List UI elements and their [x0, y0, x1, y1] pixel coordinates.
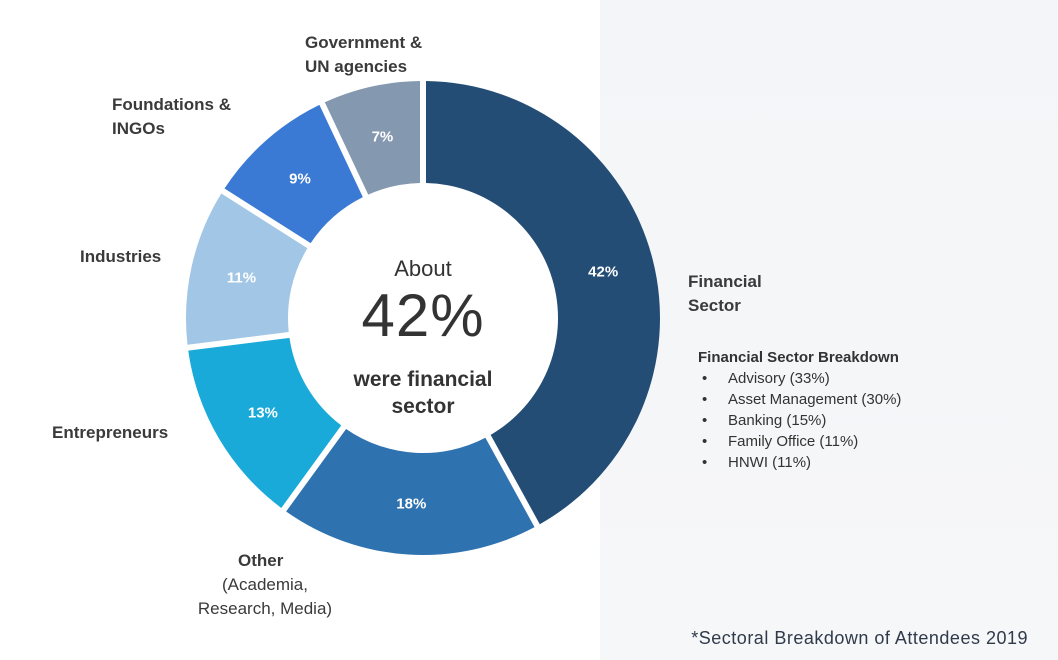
breakdown-list: • Advisory (33%) • Asset Management (30%) …	[698, 368, 901, 473]
label-industries: Industries	[80, 247, 162, 266]
bullet-icon: •	[702, 454, 708, 471]
label-financial-line-2: Sector	[688, 296, 741, 315]
slice-entrepreneurs	[188, 337, 342, 508]
breakdown-item-label: Asset Management (30%)	[728, 391, 902, 408]
label-foundations-line-1: Foundations &	[112, 95, 231, 114]
slice-government	[324, 81, 421, 195]
label-financial-line-1: Financial	[688, 272, 762, 291]
center-caption-line-2: sector	[391, 395, 455, 418]
slice-other	[286, 428, 535, 555]
breakdown-item-label: Advisory (33%)	[728, 370, 830, 387]
label-government-line-2: UN agencies	[305, 57, 408, 76]
label-foundations-line-2: INGOs	[112, 119, 165, 138]
breakdown-item: • Banking (15%)	[698, 410, 901, 431]
breakdown-item: • Family Office (11%)	[698, 431, 901, 452]
footnote: *Sectoral Breakdown of Attendees 2019	[691, 628, 1028, 648]
background-panel	[600, 0, 1058, 660]
financial-breakdown: Financial Sector Breakdown • Advisory (33…	[698, 348, 901, 473]
label-other-subtitle: (Academia, Research, Media)	[180, 573, 350, 621]
label-other-sub-line-1: (Academia,	[222, 575, 308, 594]
slice-foundations	[224, 104, 363, 244]
center-value: 42%	[361, 282, 485, 349]
center-about: About	[394, 256, 452, 281]
breakdown-item-label: Family Office (11%)	[728, 433, 859, 450]
breakdown-title: Financial Sector Breakdown	[698, 349, 899, 366]
breakdown-item: • Advisory (33%)	[698, 368, 901, 389]
label-government: Government & UN agencies	[305, 31, 422, 79]
slice-financial	[425, 81, 661, 525]
label-financial-sector: Financial Sector	[688, 270, 762, 318]
breakdown-item: • Asset Management (30%)	[698, 389, 901, 410]
label-other: Other	[238, 551, 284, 570]
breakdown-item-label: HNWI (11%)	[728, 454, 812, 471]
slice-industries	[185, 193, 308, 345]
bullet-icon: •	[702, 370, 708, 387]
breakdown-item-label: Banking (15%)	[728, 412, 827, 429]
center-caption: were financial sector	[313, 366, 533, 420]
center-caption-line-1: were financial	[353, 368, 493, 391]
bullet-icon: •	[702, 433, 708, 450]
label-entrepreneurs: Entrepreneurs	[52, 423, 169, 442]
slice-value-label-government: 7%	[372, 128, 394, 145]
bullet-icon: •	[702, 391, 708, 408]
breakdown-item: • HNWI (11%)	[698, 452, 901, 473]
slice-value-label-other: 18%	[396, 496, 426, 513]
label-government-line-1: Government &	[305, 33, 423, 52]
slice-value-label-industries: 11%	[227, 269, 256, 286]
label-foundations: Foundations & INGOs	[112, 93, 231, 141]
slice-value-label-foundations: 9%	[289, 170, 311, 187]
bullet-icon: •	[702, 412, 708, 429]
label-other-sub-line-2: Research, Media)	[197, 599, 333, 618]
slice-value-label-financial: 42%	[588, 264, 618, 281]
slice-value-label-entrepreneurs: 13%	[248, 405, 278, 422]
